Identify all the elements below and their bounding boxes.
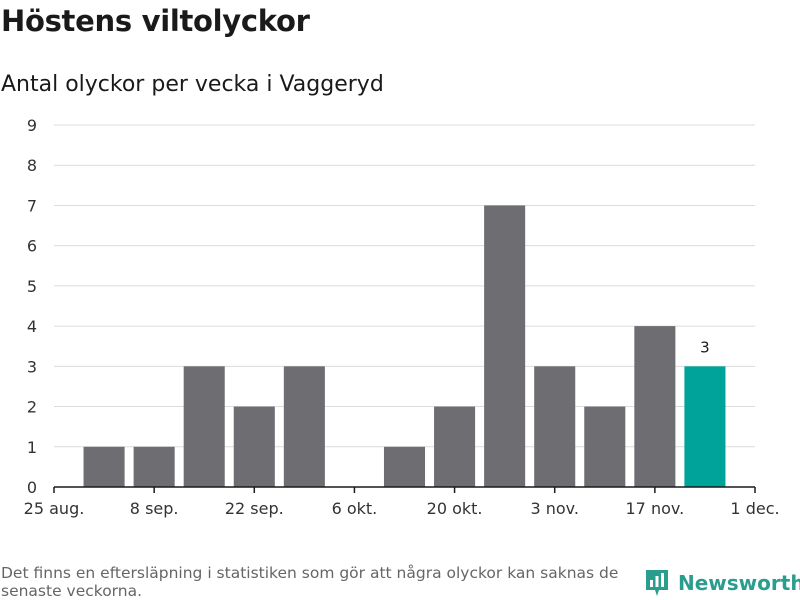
highlight-bar <box>684 366 726 487</box>
y-tick-label: 0 <box>27 478 37 497</box>
y-tick-label: 8 <box>27 156 37 175</box>
footnote: Det finns en eftersläpning i statistiken… <box>1 564 619 600</box>
x-tick-label: 8 sep. <box>130 499 179 518</box>
brand-name: Newsworthy <box>678 571 800 595</box>
x-tick-label: 6 okt. <box>332 499 378 518</box>
y-tick-label: 4 <box>27 317 37 336</box>
bar <box>83 446 125 487</box>
y-tick-label: 9 <box>27 116 37 135</box>
x-tick-label: 25 aug. <box>24 499 85 518</box>
bar <box>183 366 225 487</box>
bar <box>283 366 325 487</box>
y-tick-label: 6 <box>27 237 37 256</box>
x-tick-label: 20 okt. <box>427 499 483 518</box>
bar <box>634 326 676 487</box>
bar <box>584 406 626 487</box>
bar <box>484 205 526 487</box>
x-tick-label: 1 dec. <box>730 499 779 518</box>
bar-chart: 0 1 2 3 4 5 6 7 8 9 3 25 aug. 8 sep. 22 sep. 6 okt. 20 … <box>24 116 780 518</box>
chart-subtitle: Antal olyckor per vecka i Vaggeryd <box>1 72 384 97</box>
data-label: 3 <box>700 338 710 356</box>
y-tick-label: 2 <box>27 398 37 417</box>
y-tick-label: 5 <box>27 277 37 296</box>
bar <box>434 406 476 487</box>
x-tick-label: 3 nov. <box>530 499 579 518</box>
y-tick-label: 3 <box>27 357 37 376</box>
newsworthy-logo-icon <box>646 570 668 596</box>
y-tick-label: 1 <box>27 438 37 457</box>
x-tick-label: 22 sep. <box>225 499 284 518</box>
chart-title: Höstens viltolyckor <box>1 4 310 38</box>
y-tick-label: 7 <box>27 196 37 215</box>
bar <box>383 446 426 487</box>
x-tick-label: 17 nov. <box>626 499 685 518</box>
bar <box>133 446 175 487</box>
bar <box>233 406 275 487</box>
brand-logo: Newsworthy <box>644 568 800 598</box>
bar <box>534 366 576 487</box>
